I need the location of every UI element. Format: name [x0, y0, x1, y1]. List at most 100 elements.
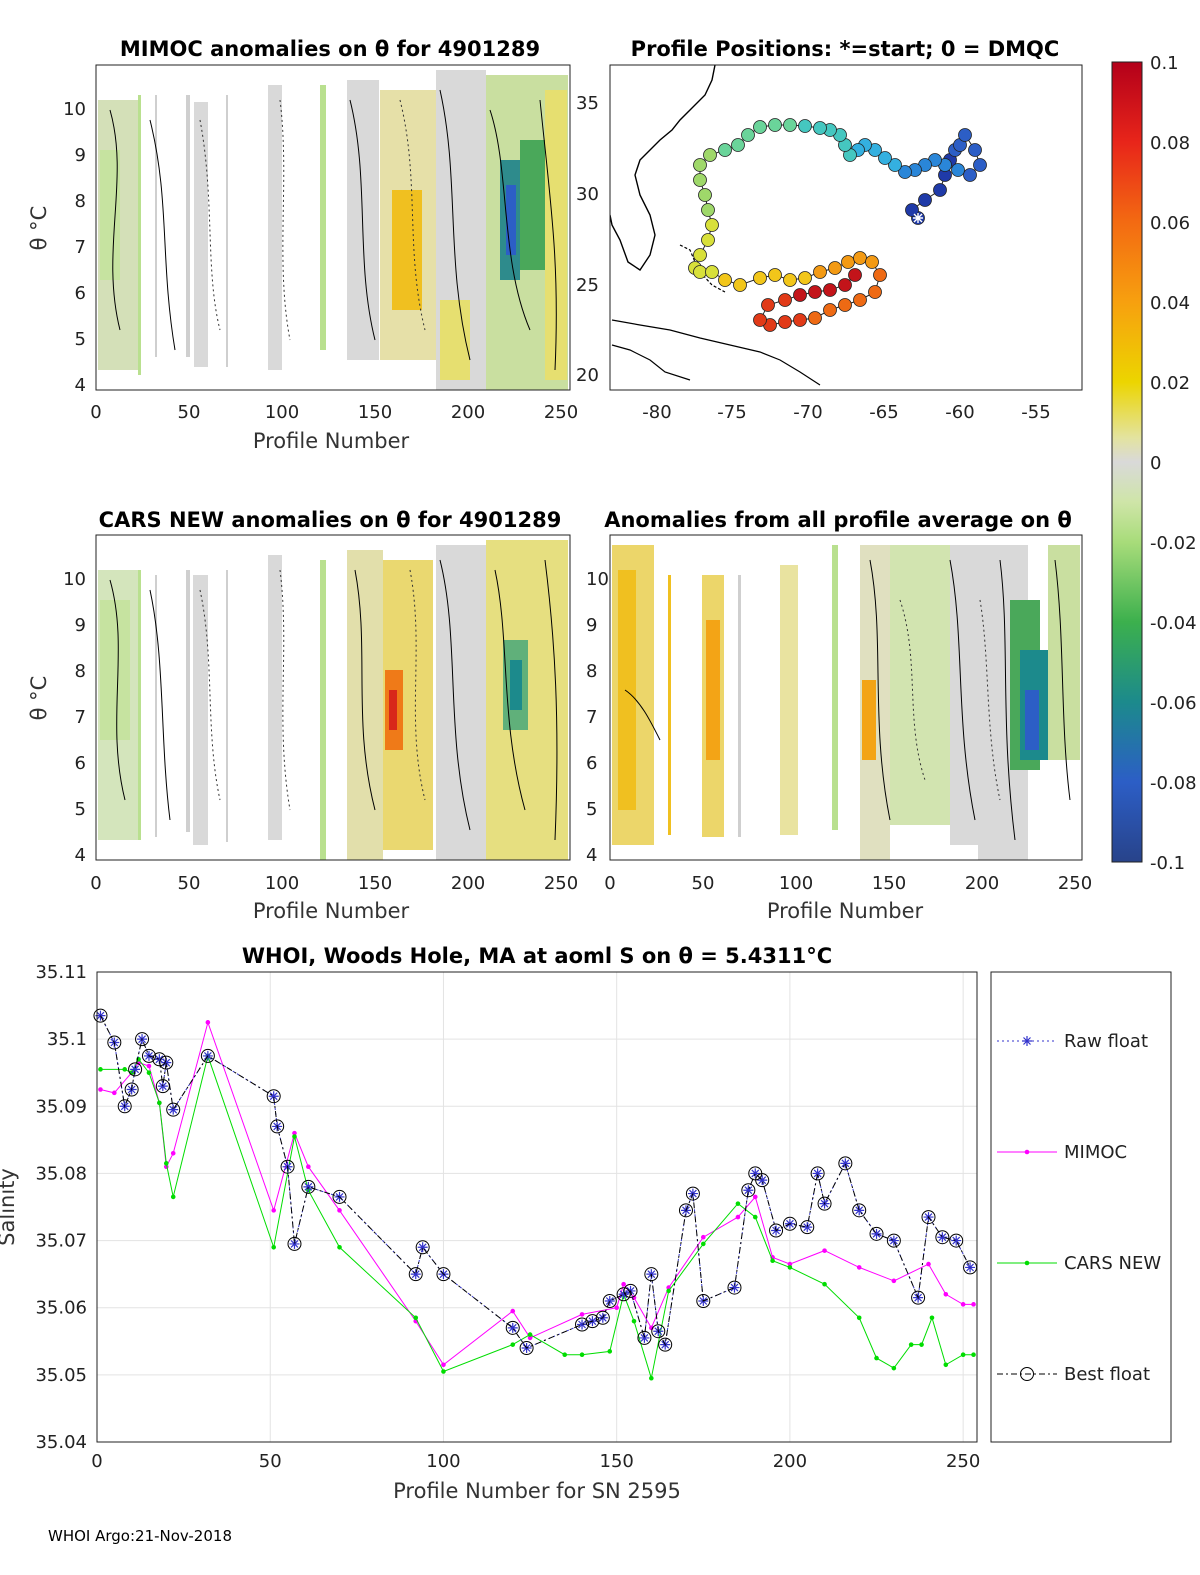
profile-position-marker — [693, 265, 707, 279]
coastline-map — [610, 65, 821, 386]
colorbar-label: -0.08 — [1150, 773, 1197, 794]
data-point-best-float — [658, 1337, 673, 1352]
data-point-best-float — [852, 1203, 867, 1218]
profile-position-marker — [753, 313, 767, 327]
profile-position-marker — [698, 188, 712, 202]
cars-yticks: 4 5 6 7 8 9 10 — [63, 569, 86, 866]
cars-xtick: 100 — [265, 873, 299, 894]
data-point-mimoc — [441, 1362, 446, 1368]
data-point-mimoc — [856, 1265, 862, 1270]
profile-position-marker — [853, 251, 867, 265]
legend-marker — [1020, 1367, 1034, 1381]
profile-position-marker — [918, 193, 932, 207]
series-mimoc — [98, 1020, 976, 1368]
legend-item-raw-float: Raw float — [997, 1031, 1148, 1052]
positions-xtick: -55 — [1021, 402, 1050, 423]
profile-position-marker — [783, 273, 797, 287]
data-point-mimoc — [971, 1302, 976, 1307]
salinity-xtick: 150 — [600, 1451, 634, 1472]
positions-ytick: 20 — [576, 365, 599, 386]
series-cars-new — [98, 1053, 976, 1381]
data-point-best-float — [644, 1267, 659, 1282]
salinity-xtick: 200 — [773, 1451, 807, 1472]
data-point-best-float — [200, 1048, 215, 1063]
colorbar-gradient — [1111, 61, 1143, 863]
profile-position-marker — [798, 271, 812, 285]
salinity-xlabel: Profile Number for SN 2595 — [393, 1479, 681, 1503]
salinity-ylabel: Salinity — [0, 1168, 19, 1246]
data-point-cars-new — [98, 1067, 103, 1072]
series-line-cars-new — [100, 1054, 974, 1379]
colorbar-label: 0.02 — [1150, 373, 1190, 394]
profile-position-marker — [905, 203, 919, 217]
data-point-mimoc — [891, 1278, 897, 1284]
profile-position-marker — [808, 311, 822, 325]
data-point-raw-float — [417, 1242, 428, 1253]
data-point-cars-new — [856, 1315, 862, 1321]
mimoc-ytick: 10 — [63, 99, 86, 120]
profile-position-marker — [753, 271, 767, 285]
data-point-best-float — [637, 1330, 652, 1345]
data-point-cars-new — [971, 1352, 976, 1358]
positions-title: Profile Positions: *=start; 0 = DMQC — [631, 37, 1060, 61]
positions-xtick: -80 — [642, 402, 671, 423]
data-point-best-float — [696, 1294, 711, 1308]
data-point-raw-float — [577, 1319, 588, 1330]
salinity-ytick: 35.07 — [35, 1231, 87, 1252]
profile-position-marker — [865, 255, 879, 269]
mimoc-title: MIMOC anomalies on θ for 4901289 — [120, 37, 540, 61]
colorbar-label: -0.04 — [1150, 613, 1197, 634]
legend: Raw float MIMOC CARS NEW Best float — [990, 971, 1172, 1443]
data-point-cars-new — [943, 1362, 949, 1368]
profile-position-marker — [718, 143, 732, 157]
data-point-mimoc — [337, 1208, 342, 1213]
positions-xtick: -70 — [793, 402, 822, 423]
allavg-ytick: 8 — [586, 661, 597, 682]
profile-position-marker — [813, 265, 827, 279]
salinity-xtick: 0 — [91, 1451, 102, 1472]
mimoc-xticks: 0 50 100 150 200 250 — [90, 402, 578, 423]
data-point-best-float — [869, 1226, 884, 1241]
profile-position-marker — [731, 138, 745, 152]
allavg-xlabel: Profile Number — [767, 899, 924, 923]
profile-position-marker — [841, 255, 855, 269]
data-point-cars-new — [122, 1067, 128, 1072]
cars-ytick: 8 — [75, 661, 86, 682]
data-point-cars-new — [441, 1369, 446, 1374]
allavg-heatmap — [612, 545, 1080, 860]
legend-items: Raw float MIMOC CARS NEW Best float — [997, 1031, 1161, 1385]
data-point-best-float — [159, 1055, 174, 1070]
profile-position-marker — [703, 148, 717, 162]
data-point-cars-new — [337, 1244, 342, 1250]
data-point-mimoc — [614, 1305, 619, 1311]
mimoc-ytick: 8 — [75, 191, 86, 212]
profile-position-marker — [888, 158, 902, 172]
profile-position-marker — [753, 120, 767, 134]
allavg-xticks: 0 50 100 150 200 250 — [604, 873, 1092, 894]
allavg-xtick: 200 — [965, 873, 999, 894]
allavg-ytick: 4 — [586, 845, 597, 866]
data-point-cars-new — [874, 1355, 879, 1361]
data-point-best-float — [595, 1310, 610, 1325]
profile-position-marker — [873, 268, 887, 282]
data-point-cars-new — [510, 1342, 516, 1347]
salinity-ytick: 35.09 — [35, 1096, 87, 1117]
allavg-ytick: 6 — [586, 753, 597, 774]
data-point-mimoc — [735, 1214, 741, 1220]
data-point-mimoc — [306, 1164, 311, 1170]
data-point-raw-float — [854, 1205, 865, 1216]
data-point-cars-new — [822, 1281, 827, 1287]
data-point-best-float — [838, 1156, 853, 1171]
profile-position-marker — [733, 278, 747, 292]
data-point-best-float — [741, 1183, 756, 1198]
positions-ytick: 25 — [576, 275, 599, 296]
data-point-best-float — [408, 1267, 423, 1282]
legend-marker — [1024, 1149, 1030, 1155]
allavg-xtick: 50 — [692, 873, 715, 894]
data-point-cars-new — [163, 1161, 169, 1166]
data-point-cars-new — [170, 1194, 176, 1200]
allavg-panel: Anomalies from all profile average on θ … — [586, 508, 1092, 923]
data-point-raw-float — [951, 1235, 962, 1246]
data-point-best-float — [886, 1233, 901, 1248]
positions-xtick: -75 — [717, 402, 746, 423]
